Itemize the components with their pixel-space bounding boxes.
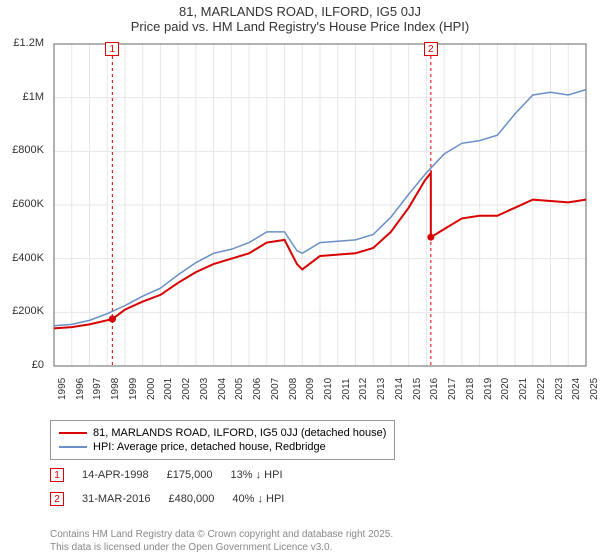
marker-legend-1: 1 14-APR-1998 £175,000 13% ↓ HPI bbox=[50, 468, 283, 482]
x-axis-label: 2005 bbox=[234, 378, 245, 400]
x-axis-label: 1996 bbox=[75, 378, 86, 400]
x-axis-label: 2008 bbox=[288, 378, 299, 400]
x-axis-label: 2025 bbox=[589, 378, 600, 400]
x-axis-label: 2013 bbox=[376, 378, 387, 400]
x-axis-label: 2007 bbox=[270, 378, 281, 400]
footer-line1: Contains HM Land Registry data © Crown c… bbox=[50, 528, 393, 541]
x-axis-label: 2014 bbox=[394, 378, 405, 400]
x-axis-label: 2003 bbox=[199, 378, 210, 400]
marker-2-date: 31-MAR-2016 bbox=[82, 493, 150, 505]
y-axis-label: £600K bbox=[2, 198, 44, 210]
y-axis-label: £1M bbox=[2, 91, 44, 103]
legend-swatch-price-paid bbox=[59, 432, 87, 434]
x-axis-label: 2006 bbox=[252, 378, 263, 400]
x-axis-label: 2002 bbox=[181, 378, 192, 400]
legend-label-hpi: HPI: Average price, detached house, Redb… bbox=[93, 441, 326, 453]
footer-line2: This data is licensed under the Open Gov… bbox=[50, 541, 393, 554]
chart-title-block: 81, MARLANDS ROAD, ILFORD, IG5 0JJ Price… bbox=[0, 0, 600, 34]
chart-marker-2: 2 bbox=[424, 42, 438, 56]
footer-attribution: Contains HM Land Registry data © Crown c… bbox=[50, 528, 393, 554]
legend-row-hpi: HPI: Average price, detached house, Redb… bbox=[59, 441, 386, 453]
x-axis-label: 2000 bbox=[146, 378, 157, 400]
x-axis-label: 2020 bbox=[500, 378, 511, 400]
x-axis-label: 2015 bbox=[412, 378, 423, 400]
legend-row-price-paid: 81, MARLANDS ROAD, ILFORD, IG5 0JJ (deta… bbox=[59, 427, 386, 439]
line-chart-svg bbox=[50, 40, 590, 370]
x-axis-label: 2021 bbox=[518, 378, 529, 400]
x-axis-label: 2018 bbox=[465, 378, 476, 400]
marker-1-price: £175,000 bbox=[167, 469, 213, 481]
x-axis-label: 1995 bbox=[57, 378, 68, 400]
marker-legend-2: 2 31-MAR-2016 £480,000 40% ↓ HPI bbox=[50, 492, 284, 506]
x-axis-label: 2010 bbox=[323, 378, 334, 400]
marker-2-price: £480,000 bbox=[168, 493, 214, 505]
y-axis-label: £800K bbox=[2, 144, 44, 156]
x-axis-label: 1997 bbox=[92, 378, 103, 400]
marker-1-diff: 13% ↓ HPI bbox=[231, 469, 283, 481]
y-axis-label: £200K bbox=[2, 305, 44, 317]
legend-label-price-paid: 81, MARLANDS ROAD, ILFORD, IG5 0JJ (deta… bbox=[93, 427, 386, 439]
x-axis-label: 2024 bbox=[571, 378, 582, 400]
chart-marker-1: 1 bbox=[105, 42, 119, 56]
chart-title-subtitle: Price paid vs. HM Land Registry's House … bbox=[0, 19, 600, 34]
x-axis-label: 2016 bbox=[429, 378, 440, 400]
x-axis-label: 1998 bbox=[110, 378, 121, 400]
marker-2-box: 2 bbox=[50, 492, 64, 506]
marker-2-diff: 40% ↓ HPI bbox=[232, 493, 284, 505]
chart-title-address: 81, MARLANDS ROAD, ILFORD, IG5 0JJ bbox=[0, 4, 600, 19]
x-axis-label: 2019 bbox=[483, 378, 494, 400]
x-axis-label: 1999 bbox=[128, 378, 139, 400]
chart-area: 12 bbox=[50, 40, 590, 370]
x-axis-label: 2017 bbox=[447, 378, 458, 400]
marker-1-box: 1 bbox=[50, 468, 64, 482]
legend-box: 81, MARLANDS ROAD, ILFORD, IG5 0JJ (deta… bbox=[50, 420, 395, 460]
y-axis-label: £1.2M bbox=[2, 37, 44, 49]
x-axis-label: 2012 bbox=[358, 378, 369, 400]
x-axis-label: 2023 bbox=[554, 378, 565, 400]
marker-1-date: 14-APR-1998 bbox=[82, 469, 149, 481]
x-axis-label: 2022 bbox=[536, 378, 547, 400]
y-axis-label: £0 bbox=[2, 359, 44, 371]
x-axis-label: 2011 bbox=[341, 378, 352, 400]
x-axis-label: 2009 bbox=[305, 378, 316, 400]
x-axis-label: 2004 bbox=[217, 378, 228, 400]
y-axis-label: £400K bbox=[2, 252, 44, 264]
x-axis-label: 2001 bbox=[163, 378, 174, 400]
legend-swatch-hpi bbox=[59, 446, 87, 448]
